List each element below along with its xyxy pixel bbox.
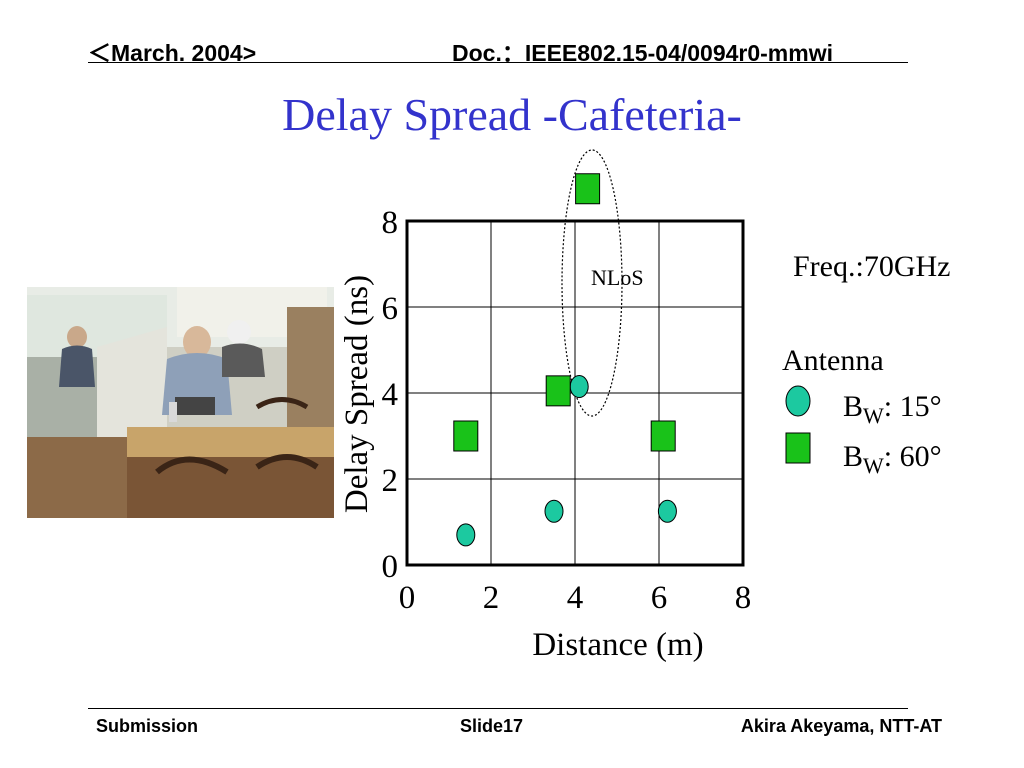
data-point-square [650,420,676,452]
y-tick-label: 8 [382,205,399,241]
y-axis-label: Delay Spread (ns) [339,275,375,513]
data-point-square [575,173,601,205]
legend-item-60deg: BW: 60° [843,440,942,479]
legend-circle-marker [785,385,811,417]
legend-square-marker [785,432,811,464]
data-point-square [545,375,571,407]
header-doc-id: Doc.：IEEE802.15-04/0094r0-mmwi [452,40,833,66]
data-marks [453,173,677,547]
cafeteria-photo [27,287,334,518]
footer-rule [88,708,908,709]
legend-sub: W [863,403,884,428]
nlos-annotation: NLoS [591,265,644,290]
legend-item-15deg: BW: 15° [843,390,942,429]
header-date: ＜March. 2004> [88,40,257,66]
antenna-legend-title: Antenna [782,344,884,377]
y-tick-label: 0 [382,549,399,585]
legend-b: B [843,390,864,423]
x-tick-label: 4 [567,580,584,616]
x-axis-label: Distance (m) [532,627,703,663]
legend-value: : 15° [883,390,942,423]
footer-slide-number: Slide17 [460,716,524,736]
frequency-label: Freq.:70GHz [793,250,951,283]
legend-b: B [843,440,864,473]
legend-value: : 60° [883,440,942,473]
x-tick-label: 6 [651,580,668,616]
footer-submission: Submission [96,716,199,736]
x-tick-label: 0 [399,580,416,616]
header-rule [88,62,908,63]
footer-author: Akira Akeyama, NTT-AT [740,716,942,736]
y-tick-label: 2 [382,463,399,499]
data-point-square [453,420,479,452]
slide-title: Delay Spread -Cafeteria- [282,89,742,140]
nlos-ellipse [561,149,623,417]
x-tick-label: 2 [483,580,500,616]
tick-labels: 0 2 4 6 8 0 2 4 6 8 [382,205,752,616]
legend-sub: W [863,453,884,478]
data-point-circle [657,499,677,523]
data-point-circle [456,523,476,547]
x-tick-label: 8 [735,580,752,616]
y-tick-label: 6 [382,291,399,327]
data-point-circle [544,499,564,523]
y-tick-label: 4 [382,377,399,413]
plot-frame [405,219,745,567]
